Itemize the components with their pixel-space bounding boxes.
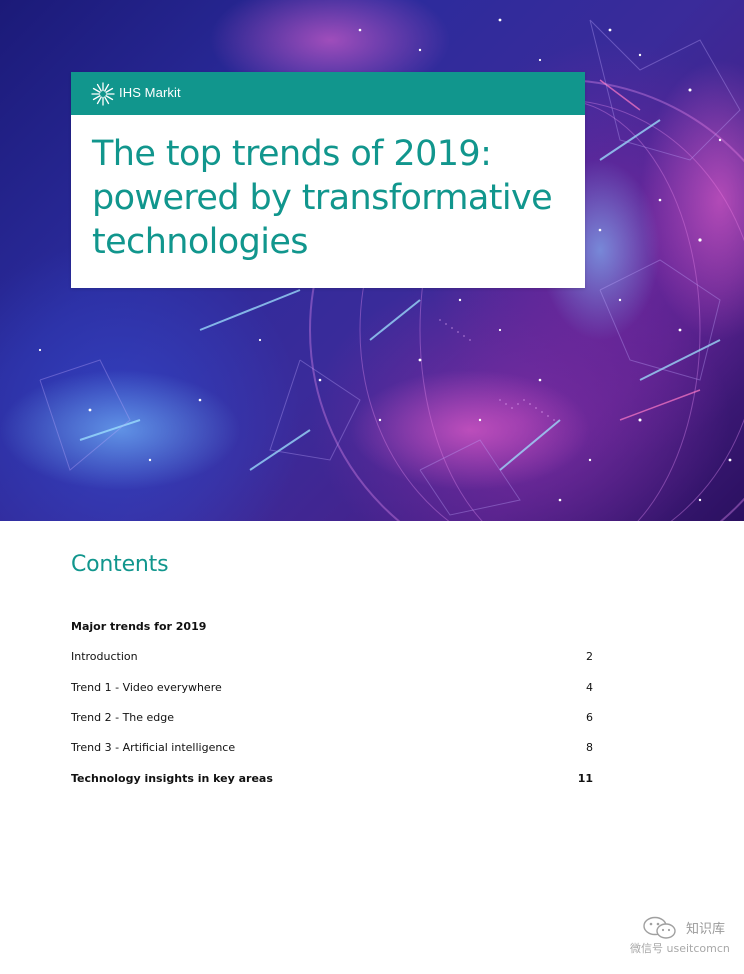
watermark-account: 微信号 useitcomcn (630, 942, 730, 955)
toc-page-number: 4 (586, 681, 593, 694)
brand-name: IHS Markit (119, 85, 181, 100)
toc-label: Trend 3 - Artificial intelligence (71, 741, 236, 754)
toc-page-number: 2 (586, 650, 593, 663)
page-title: The top trends of 2019: powered by trans… (92, 132, 572, 264)
title-line: technologies (92, 222, 309, 262)
toc-label: Introduction (71, 650, 138, 663)
title-line: The top trends of 2019: (92, 134, 492, 174)
toc-label: Trend 2 - The edge (71, 711, 175, 724)
ihs-markit-logo-icon (91, 82, 115, 106)
wechat-watermark: 知识库 微信号 useitcomcn (628, 912, 740, 962)
brand-bar: IHS Markit (71, 72, 585, 115)
toc-page-number: 8 (586, 741, 593, 754)
toc-label: Trend 1 - Video everywhere (71, 681, 222, 694)
cover-title-card: IHS Markit The top trends of 2019: power… (71, 72, 585, 288)
toc-section-heading[interactable]: Technology insights in key areas 11 (71, 772, 593, 788)
contents-heading: Contents (71, 552, 169, 577)
toc-entry[interactable]: Introduction 2 (71, 650, 593, 666)
toc-entry[interactable]: Trend 3 - Artificial intelligence 8 (71, 741, 593, 757)
toc-entry[interactable]: Trend 1 - Video everywhere 4 (71, 681, 593, 697)
title-line: powered by transformative (92, 178, 553, 218)
watermark-brand: 知识库 (686, 922, 726, 937)
wechat-icon (643, 916, 676, 939)
toc-label: Major trends for 2019 (71, 620, 207, 633)
toc-entry[interactable]: Trend 2 - The edge 6 (71, 711, 593, 727)
toc-page-number: 6 (586, 711, 593, 724)
toc-section-heading[interactable]: Major trends for 2019 (71, 620, 593, 636)
toc-label: Technology insights in key areas (71, 772, 273, 785)
toc-page-number: 11 (577, 772, 593, 785)
